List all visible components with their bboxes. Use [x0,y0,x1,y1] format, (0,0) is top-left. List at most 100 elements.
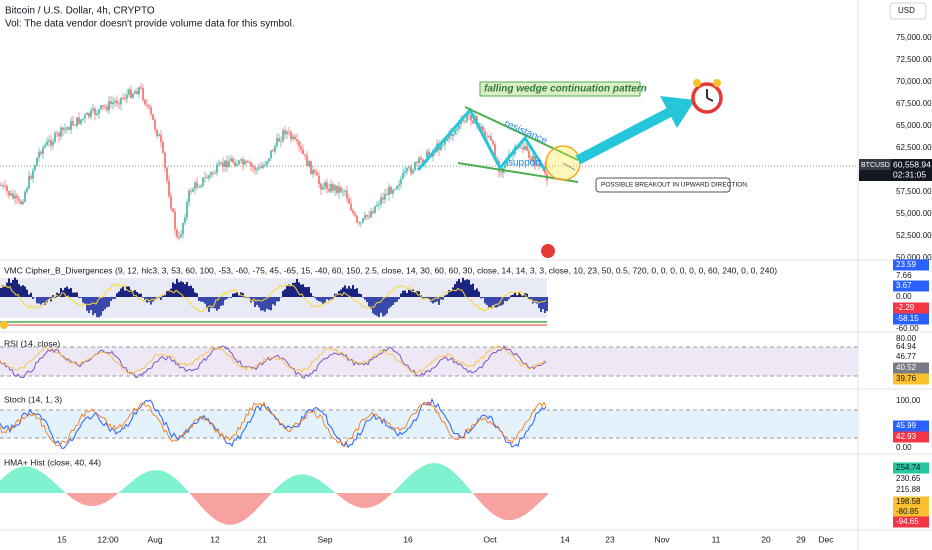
vmc-wave [434,297,436,303]
hma-bar [137,477,138,493]
vmc-wave [170,288,172,297]
hma-bar [396,488,397,493]
candle-body [290,132,292,139]
hma-bar [142,474,143,493]
hma-bar [14,469,15,493]
hma-bar [268,493,269,497]
vmc-wave [446,294,448,297]
candle-body [262,165,264,169]
hma-bar [190,493,191,495]
candle-body [256,168,258,171]
candle-body [282,130,284,142]
vmc-wave [24,286,26,297]
hma-bar [196,493,197,502]
candle-body [150,107,152,115]
hma-bar [106,493,107,502]
vmc-wave [482,297,484,298]
vmc-wave [340,289,342,297]
vmc-wave [176,278,178,297]
candle-body [36,157,38,166]
vmc-wave [2,285,4,297]
candle-body [292,136,294,139]
hma-bar [364,493,365,508]
hma-bar [296,475,297,493]
candle-body [338,186,340,193]
hma-bar [246,493,247,519]
hma-bar [187,490,188,493]
candle-body [486,136,488,138]
hma-bar [270,493,271,495]
hma-bar [139,475,140,493]
hma-bar [116,493,117,495]
hma-bar [49,478,50,493]
vmc-wave [78,297,80,299]
candle-body [344,190,346,192]
hma-bar [306,474,307,493]
vmc-wave [354,289,356,297]
hma-bar [87,493,88,506]
axis-tag [893,280,929,292]
vmc-wave [244,297,246,298]
currency-label[interactable]: USD [898,6,915,15]
candle-body [176,229,178,237]
candle-body [360,222,362,224]
candle-body [196,182,198,188]
candle-body [164,152,166,168]
candle-body [158,134,160,137]
candle-body [146,104,148,106]
vmc-wave [284,289,286,297]
candle-body [464,121,466,122]
hma-bar [132,480,133,493]
hma-bar [43,473,44,493]
vmc-wave [328,297,330,301]
hma-bar [203,493,204,509]
vmc-wave [60,288,62,297]
hma-bar [52,480,53,493]
hma-bar [272,492,273,493]
hma-bar [76,493,77,502]
hma-bar [351,493,352,505]
candle-body [48,140,50,142]
hma-bar [55,483,56,493]
hma-bar [53,481,54,493]
candle-body [332,183,334,191]
vmc-wave [54,297,56,298]
candle-body [108,101,110,111]
indicator-axis-label: 230.65 [896,474,921,483]
hma-bar [357,493,358,507]
hma-bar [411,474,412,493]
candle-body [2,185,4,187]
hma-bar [293,476,294,493]
pane-dividers [0,259,932,531]
hma-bar [438,463,439,493]
hma-bar [474,493,475,496]
hma-bar [204,493,205,510]
hma-bar [345,493,346,501]
currency-button[interactable] [889,2,927,20]
hma-bar [475,493,476,497]
vmc-wave [206,297,208,309]
hma-bar [494,493,495,516]
hma-bar [312,476,313,493]
hma-bar [138,476,139,493]
hma-bar [529,493,530,512]
candle-body [472,120,474,124]
hma-bar [114,493,115,497]
hma-bar [3,477,4,493]
hma-bar [97,493,98,506]
hma-bar [260,493,261,506]
hma-bar [205,493,206,511]
vmc-wave [136,291,138,297]
hma-bar [230,493,231,525]
hma-bar [463,482,464,493]
hma-bar [83,493,84,505]
hma-bar [172,476,173,493]
candle-body [400,178,402,185]
indicator-axis-label: -80.85 [896,507,919,516]
hma-bar [222,493,223,524]
hma-bar [214,493,215,519]
indicator-axis-label: -94.65 [896,517,919,526]
hma-bar [182,485,183,493]
candle-body [18,198,20,201]
vmc-wave [126,286,128,297]
